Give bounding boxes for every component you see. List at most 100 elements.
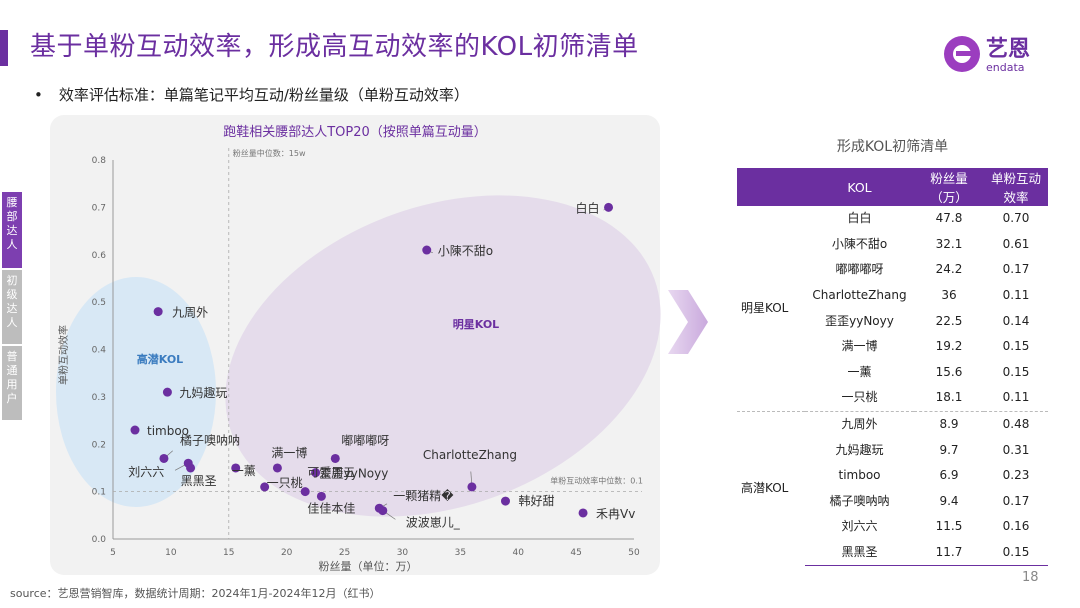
x-axis-label: 粉丝量（单位：万） [319,559,418,573]
criteria-text: 效率评估标准：单篇笔记平均互动/粉丝量级（单粉互动效率） [58,86,469,104]
data-point [153,307,163,317]
data-label: 韩好甜 [518,493,554,508]
efficiency-cell: 0.61 [1002,236,1030,251]
table-row: 刘六六 11.5 0.16 [737,514,1048,540]
cluster-label-star: 明星KOL [453,318,499,331]
criteria-bullet: • 效率评估标准：单篇笔记平均互动/粉丝量级（单粉互动效率） [34,86,469,104]
fans-cell: 19.2 [935,339,963,354]
page-number: 18 [1022,570,1039,585]
fans-cell: 15.6 [935,364,963,379]
data-point [186,463,196,473]
table-row: 明星KOL 白白 47.8 0.70 [737,206,1048,314]
data-label: 白白 [576,200,600,215]
efficiency-cell: 0.16 [1002,519,1030,534]
table-row: 小陳不甜o 32.1 0.61 [737,232,1048,258]
data-point [260,482,270,492]
data-label: 波波崽儿_ [406,516,461,530]
y-tick-label: 0.5 [92,298,106,308]
kol-name-cell: 一只桃 [841,390,878,405]
fans-cell: 24.2 [935,262,963,277]
kol-name-cell: 黑黑圣 [805,539,914,567]
y-tick-label: 0.2 [92,440,106,450]
page-title: 基于单粉互动效率，形成高互动效率的KOL初筛清单 [30,32,639,62]
table-row: 一只桃 18.1 0.11 [737,385,1048,411]
data-label: 九妈趣玩 [179,385,227,400]
data-point [231,463,241,473]
header-fans: 粉丝量（万） [914,168,984,206]
kol-name-cell: timboo [838,468,881,483]
y-tick-label: 0.8 [92,156,107,166]
x-tick-label: 15 [223,548,234,558]
table-row: 满一博 19.2 0.15 [737,334,1048,360]
efficiency-cell: 0.70 [1002,211,1030,226]
y-tick-label: 0.0 [92,535,107,545]
fans-cell: 11.7 [914,539,984,567]
efficiency-cell: 0.15 [1002,364,1030,379]
data-point [316,491,326,501]
fans-cell: 47.8 [935,211,963,226]
data-label: 一只桃 [267,475,303,490]
group-label: 高潜KOL [737,410,805,566]
data-label: 黑黑圣 [181,474,217,488]
table-header-row: KOL 粉丝量（万） 单粉互动效率 [737,168,1048,206]
x-tick-label: 40 [512,548,524,558]
kol-name-cell: 嘟嘟嘟呀 [835,262,884,277]
data-point [467,482,477,492]
kol-table: KOL 粉丝量（万） 单粉互动效率 明星KOL 白白 47.8 0.70 小陳不甜o 32… [737,168,1048,567]
fans-cell: 11.5 [935,519,963,534]
data-label: 禾冉Vv [596,507,635,521]
fans-cell: 8.9 [914,410,984,438]
data-point [162,387,172,397]
kol-name-cell: 小陳不甜o [831,236,888,251]
x-tick-label: 5 [110,548,116,558]
x-tick-label: 25 [339,548,350,558]
side-tab-junior-kol[interactable]: 初级达人 [2,270,22,344]
table-row: 黑黑圣 11.7 0.15 [737,539,1048,567]
table-row: 歪歪yyNoyy 22.5 0.14 [737,308,1048,334]
y-tick-label: 0.7 [92,203,106,213]
group-label: 明星KOL [741,300,789,315]
data-point [300,487,310,497]
source-note: source：艺恩营销智库，数据统计周期：2024年1月-2024年12月（红书… [10,587,381,600]
x-tick-label: 10 [165,548,177,558]
efficiency-cell: 0.23 [1002,468,1030,483]
fans-cell: 36 [941,288,957,303]
fans-cell: 9.4 [939,493,959,508]
data-point [272,463,282,473]
fans-cell: 6.9 [939,468,959,483]
data-point [159,453,169,463]
data-label: CharlotteZhang [423,448,517,462]
table-title: 形成KOL初筛清单 [836,139,949,155]
logo-text: 艺恩 [986,36,1030,62]
x-tick-label: 30 [397,548,409,558]
logo-subtext: endata [986,61,1025,74]
side-tab-normal-user[interactable]: 普通用户 [2,346,22,420]
table-row: 一薰 15.6 0.15 [737,360,1048,386]
x-tick-label: 50 [628,548,640,558]
efficiency-cell: 0.17 [1002,493,1030,508]
kol-name-cell: 白白 [847,211,872,226]
kol-name-cell: CharlotteZhang [812,288,907,303]
efficiency-cell: 0.31 [1002,442,1030,457]
data-label: 小陳不甜o [438,244,493,258]
x-tick-label: 20 [281,548,293,558]
data-label: 橘子噢呐呐 [180,432,240,447]
data-label: 一颗猪精� [393,489,454,503]
y-tick-label: 0.1 [92,488,106,498]
data-point [578,508,588,518]
efficiency-cell: 0.14 [1002,313,1030,328]
side-tab-waist-kol[interactable]: 腰部达人 [2,192,22,268]
table-row: 嘟嘟嘟呀 24.2 0.17 [737,257,1048,283]
median-y-label: 单粉互动效率中位数：0.1 [550,476,643,486]
data-point [378,506,388,516]
data-point [311,468,321,478]
efficiency-cell: 0.48 [984,410,1048,438]
chevron-right-arrow-icon [668,290,708,354]
y-axis-label: 单粉互动效率 [57,325,70,385]
side-tabs: 腰部达人 初级达人 普通用户 [2,192,22,422]
table-row: 九妈趣玩 9.7 0.31 [737,437,1048,463]
y-tick-label: 0.3 [92,393,106,403]
efficiency-cell: 0.11 [1002,288,1030,303]
kol-name-cell: 九周外 [805,410,914,438]
